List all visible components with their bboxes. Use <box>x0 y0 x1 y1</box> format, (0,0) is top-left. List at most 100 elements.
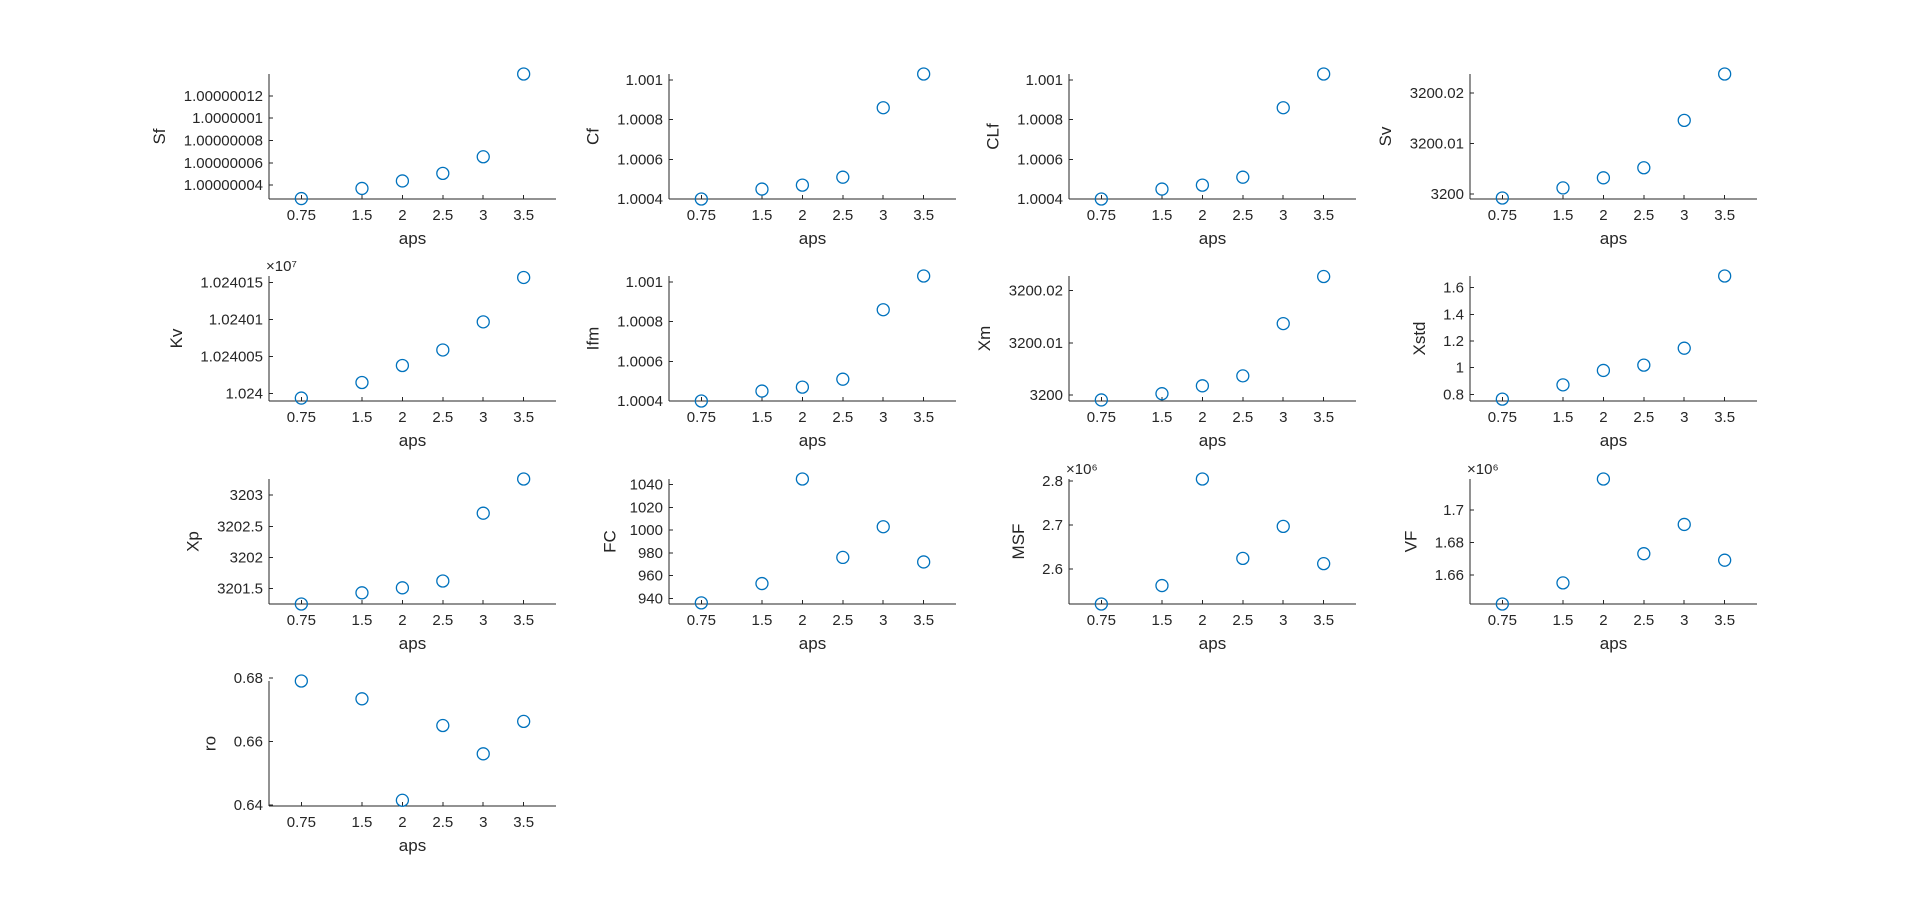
subplot-xstd-data-point <box>1637 358 1651 372</box>
subplot-xstd-y-tick-label: 1.2 <box>1443 333 1464 350</box>
subplot-cf-data-point <box>795 178 810 192</box>
subplot-kv-x-tick-label: 1.5 <box>352 409 373 426</box>
subplot-ro-y-tick-label: 0.64 <box>234 797 263 814</box>
subplot-kv-x-tick-label: 2 <box>398 409 406 426</box>
subplot-fc-y-tick-label: 1000 <box>630 522 663 539</box>
subplot-xp-x-tick-label: 2.5 <box>432 612 453 629</box>
subplot-cf-y-tick-label: 1.0006 <box>617 151 663 168</box>
subplot-sv-x-tick-label: 2 <box>1599 207 1607 224</box>
subplot-sf-y-tick-label: 1.00000006 <box>184 155 263 172</box>
subplot-fc-x-tick-label: 2.5 <box>832 612 853 629</box>
subplot-xm-data-point <box>1195 379 1210 393</box>
subplot-ro-y-tick-label: 0.66 <box>234 733 263 750</box>
subplot-kv-x-tick-label: 3 <box>479 409 487 426</box>
subplot-sv-y-tick-label: 3200.01 <box>1410 136 1464 153</box>
subplot-msf-data-point <box>1276 519 1290 534</box>
subplot-sv-x-tick-label: 1.5 <box>1553 207 1574 224</box>
subplot-ifm-y-tick-label: 1.001 <box>625 274 663 291</box>
subplot-xstd-x-tick-label: 2.5 <box>1633 409 1654 426</box>
subplot-clf-x-tick-label: 2 <box>1198 207 1206 224</box>
subplot-sv-x-tick-label: 3.5 <box>1714 207 1735 224</box>
subplot-xstd-x-tick-label: 0.75 <box>1488 409 1517 426</box>
subplot-sv-x-tick-label: 3 <box>1680 207 1688 224</box>
subplot-ro-data-point <box>436 718 450 733</box>
subplot-xp-data-point <box>294 597 308 611</box>
subplot-fc-data-point <box>694 596 708 610</box>
subplot-sf-y-label: Sf <box>150 128 169 144</box>
subplot-xm-x-tick-label: 0.75 <box>1087 409 1116 426</box>
subplot-fc-y-tick-label: 940 <box>638 590 663 607</box>
subplot-kv-data-point <box>476 315 490 329</box>
subplot-xstd-x-tick-label: 2 <box>1599 409 1607 426</box>
subplot-fc-x-tick-label: 3.5 <box>913 612 934 629</box>
subplot-fc: 0.75 1.5 2 2.5 3 3.5 940 960 980 1000 1020 1040 aps F… <box>600 472 956 653</box>
subplot-ifm-data-point <box>694 394 708 408</box>
subplot-xstd-y-label: Xstd <box>1410 321 1429 355</box>
subplot-fc-x-tick-label: 0.75 <box>687 612 716 629</box>
subplot-sf-data-point <box>294 191 308 206</box>
subplot-cf-data-point <box>755 182 769 196</box>
subplot-sf-x-label: aps <box>399 229 426 248</box>
subplot-vf-exponent-label: ×10⁶ <box>1467 461 1499 478</box>
subplot-xm: 0.75 1.5 2 2.5 3 3.5 3200 3200.01 3200.02 aps Xm <box>975 269 1356 450</box>
subplot-xp-x-tick-label: 3 <box>479 612 487 629</box>
subplot-msf-exponent-label: ×10⁶ <box>1066 461 1098 478</box>
subplot-sf-data-point <box>476 150 490 164</box>
subplot-cf-x-tick-label: 2 <box>798 207 806 224</box>
subplot-ifm-x-tick-label: 1.5 <box>752 409 773 426</box>
subplot-sf-y-tick-label: 1.0000001 <box>192 110 263 127</box>
subplot-msf-x-tick-label: 2.5 <box>1232 612 1253 629</box>
subplot-cf-x-label: aps <box>799 229 826 248</box>
subplot-kv-data-point <box>517 270 531 285</box>
subplot-sv-data-point <box>1637 161 1651 175</box>
subplot-cf-y-tick-label: 1.0008 <box>617 112 663 129</box>
subplot-fc-data-point <box>755 576 769 591</box>
subplot-xp-y-label: Xp <box>184 531 203 552</box>
subplot-ifm-x-tick-label: 3 <box>879 409 887 426</box>
subplot-sf-y-tick-label: 1.00000012 <box>184 88 263 105</box>
subplot-xp: 0.75 1.5 2 2.5 3 3.5 3201.5 3202 3202.5 3203 aps Xp <box>184 472 556 653</box>
subplot-clf-x-tick-label: 2.5 <box>1232 207 1253 224</box>
subplot-clf-x-tick-label: 3.5 <box>1313 207 1334 224</box>
subplot-vf-y-tick-label: 1.66 <box>1435 567 1464 584</box>
subplot-clf-y-tick-label: 1.0006 <box>1017 151 1063 168</box>
subplot-msf-data-point <box>1317 556 1331 571</box>
subplot-xstd-data-point <box>1495 392 1509 406</box>
subplot-clf: 0.75 1.5 2 2.5 3 3.5 1.0004 1.0006 1.0008 1.001 ap… <box>984 67 1356 248</box>
subplot-xp-data-point <box>476 506 490 520</box>
subplot-sf-data-point <box>517 67 531 81</box>
subplot-sv-data-point <box>1495 191 1509 205</box>
subplot-ro-x-tick-label: 0.75 <box>287 814 316 831</box>
subplot-vf-y-tick-label: 1.68 <box>1435 534 1464 551</box>
subplot-msf: 0.75 1.5 2 2.5 3 3.5 2.6 2.7 2.8 aps MSF ×10⁶ <box>1009 461 1356 653</box>
subplot-xstd-x-label: aps <box>1600 431 1627 450</box>
subplot-xm-y-tick-label: 3200.01 <box>1009 335 1063 352</box>
subplot-sf-data-point <box>395 174 410 188</box>
subplot-xstd-x-tick-label: 1.5 <box>1553 409 1574 426</box>
subplot-xstd-x-tick-label: 3 <box>1680 409 1688 426</box>
subplot-sf-x-tick-label: 2.5 <box>432 207 453 224</box>
subplot-ifm-x-tick-label: 2.5 <box>832 409 853 426</box>
subplot-vf-data-point <box>1596 472 1611 486</box>
subplot-kv-data-point <box>294 391 308 405</box>
subplot-sf-x-tick-label: 3.5 <box>513 207 534 224</box>
subplot-ifm-x-tick-label: 3.5 <box>913 409 934 426</box>
subplot-vf-data-point <box>1677 517 1691 532</box>
subplot-xm-x-tick-label: 2 <box>1198 409 1206 426</box>
subplot-xstd-x-tick-label: 3.5 <box>1714 409 1735 426</box>
subplot-vf-x-tick-label: 3 <box>1680 612 1688 629</box>
subplot-xp-data-point <box>355 586 369 600</box>
subplot-clf-y-tick-label: 1.0008 <box>1017 112 1063 129</box>
subplot-sv: 0.75 1.5 2 2.5 3 3.5 3200 3200.01 3200.02 aps Sv <box>1376 67 1757 248</box>
subplot-sf-data-point <box>436 166 450 181</box>
subplot-ro-x-tick-label: 3 <box>479 814 487 831</box>
subplot-xp-x-tick-label: 0.75 <box>287 612 316 629</box>
subplot-xm-y-label: Xm <box>975 326 994 352</box>
subplot-fc-x-tick-label: 2 <box>798 612 806 629</box>
subplot-vf-x-tick-label: 0.75 <box>1488 612 1517 629</box>
subplot-xp-data-point <box>517 472 531 486</box>
subplot-kv-y-tick-label: 1.024005 <box>200 349 263 366</box>
subplot-vf-x-tick-label: 2 <box>1599 612 1607 629</box>
subplot-ro-y-tick-label: 0.68 <box>234 670 263 687</box>
